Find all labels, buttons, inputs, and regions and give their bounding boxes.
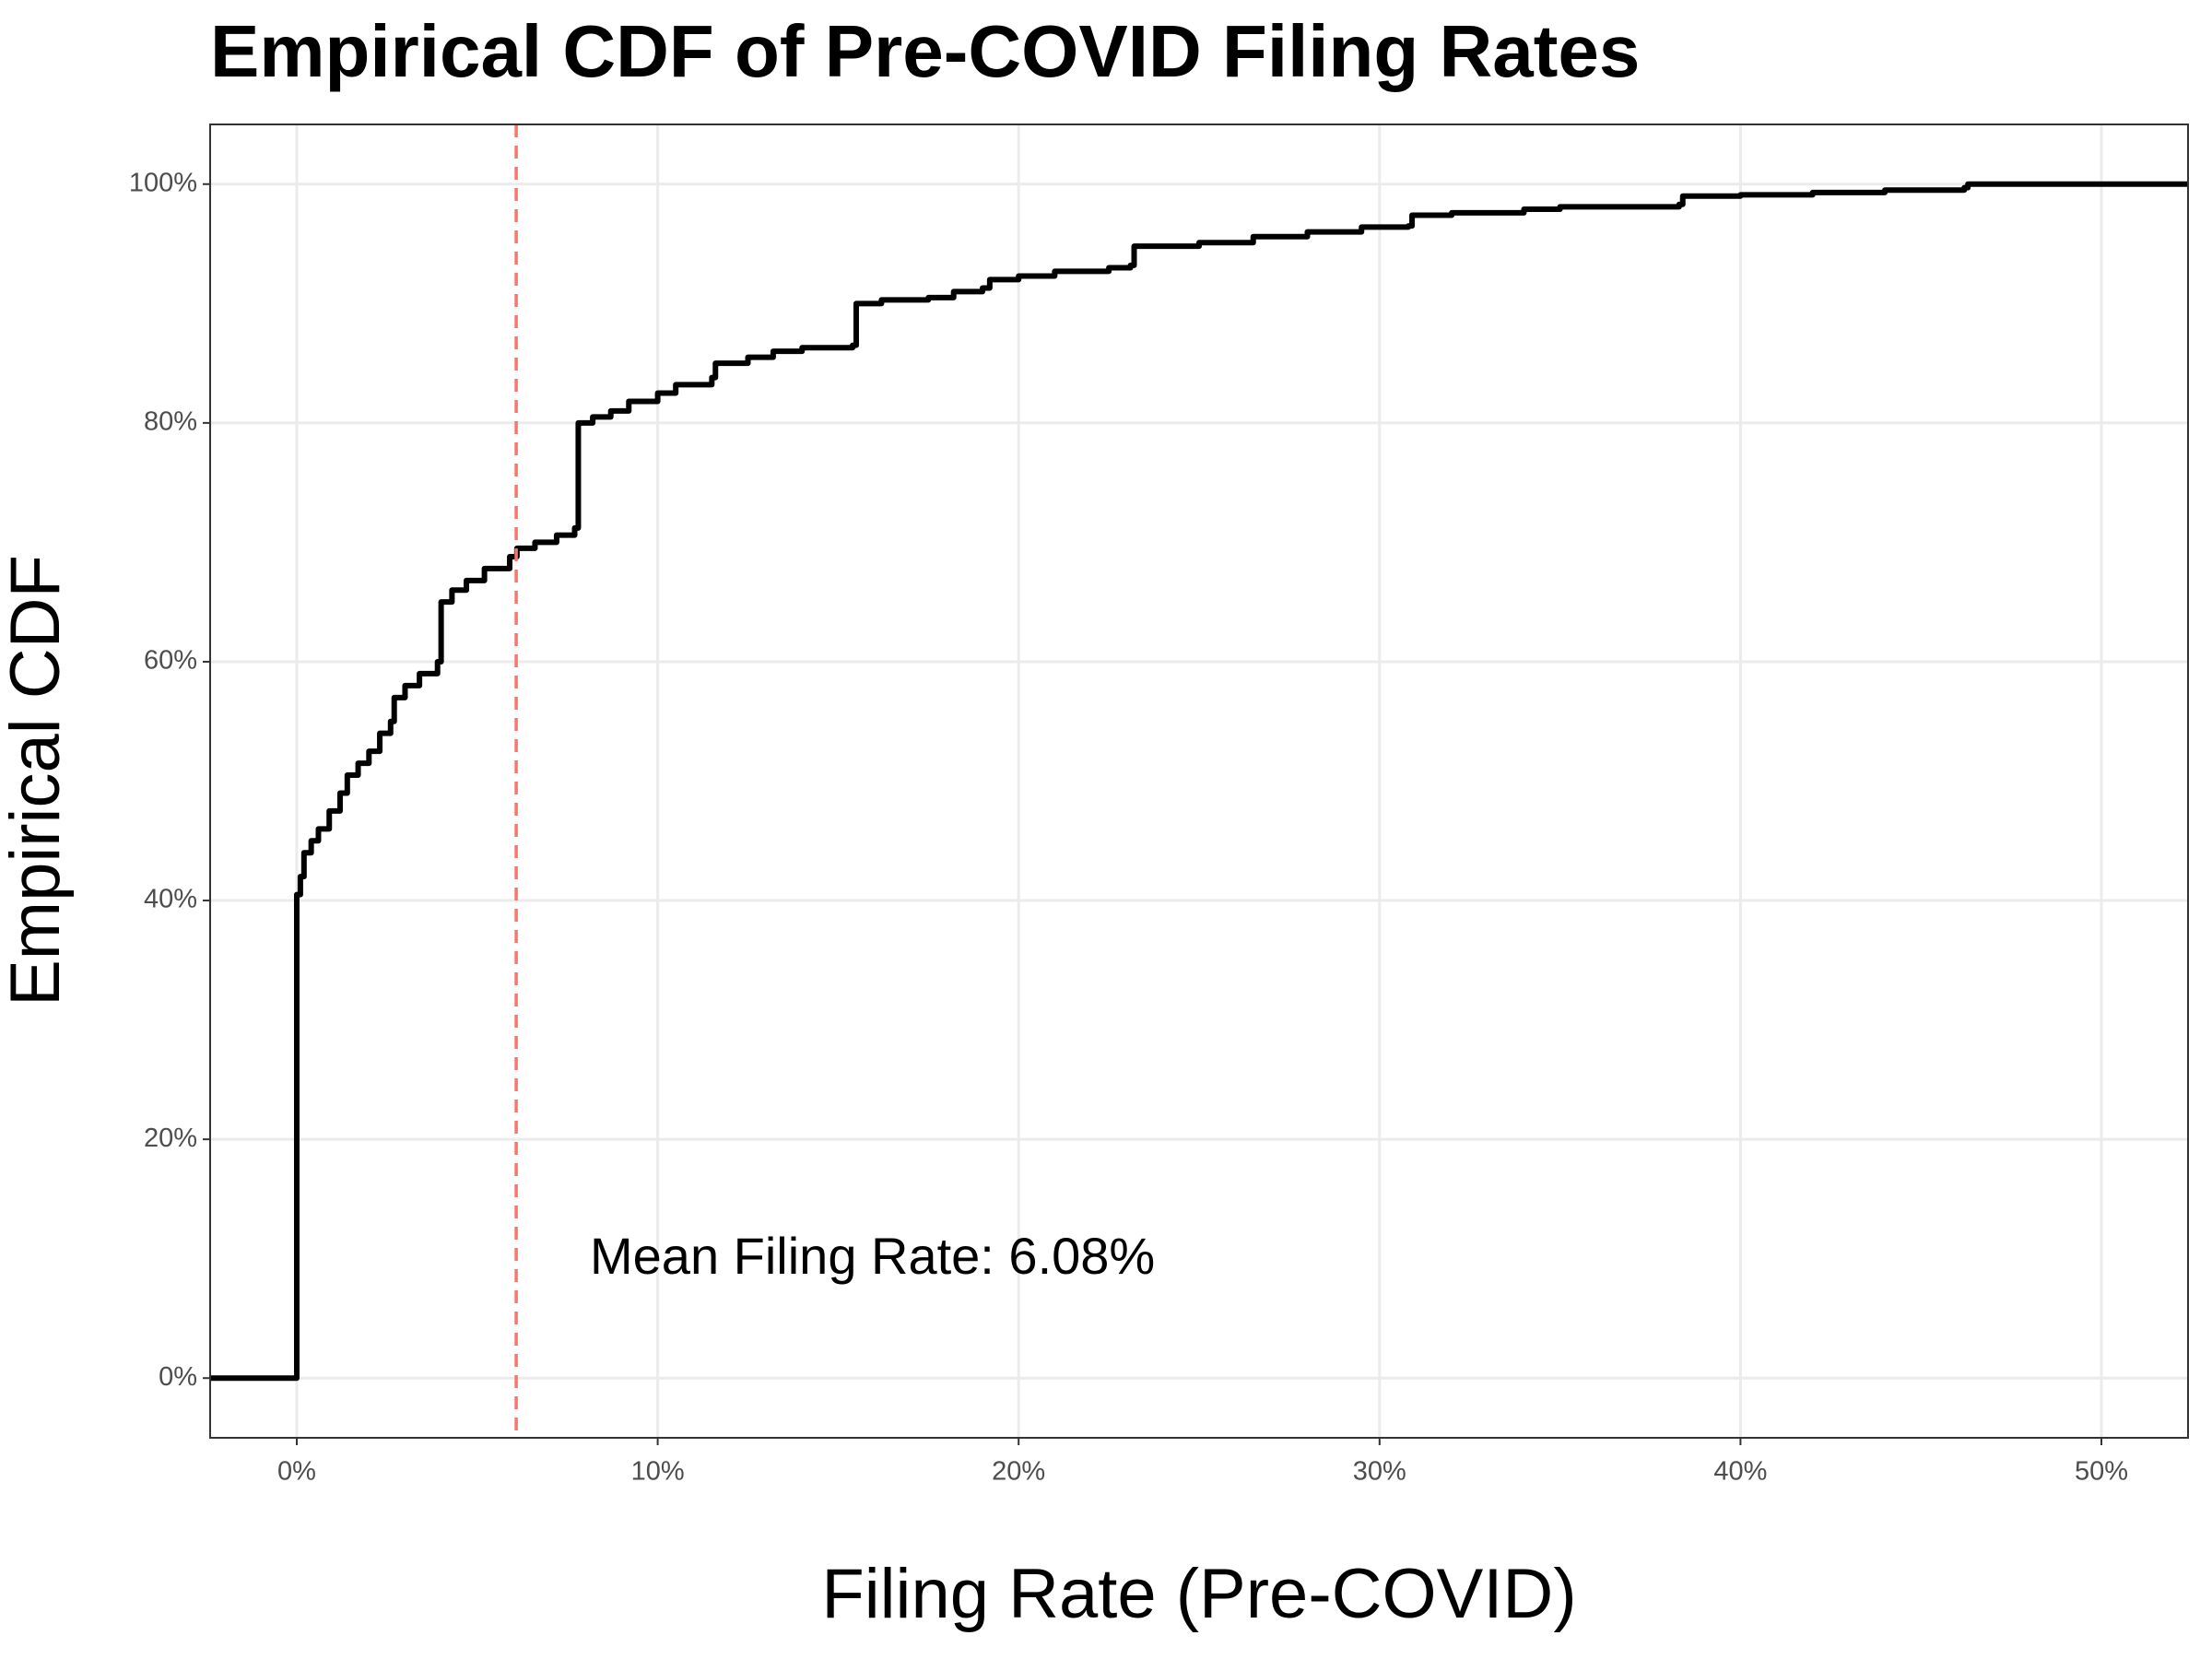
x-tick-label: 50% bbox=[2075, 1457, 2128, 1487]
x-tick-label: 30% bbox=[1353, 1457, 1406, 1487]
y-axis-title: Empirical CDF bbox=[0, 555, 75, 1006]
x-tick-label: 0% bbox=[277, 1457, 316, 1487]
ecdf-line bbox=[210, 181, 2188, 1382]
y-tick-label: 20% bbox=[144, 1124, 197, 1153]
y-tick-label: 40% bbox=[144, 885, 197, 914]
x-tick-label: 20% bbox=[992, 1457, 1045, 1487]
y-tick-label: 100% bbox=[129, 168, 197, 197]
y-tick-label: 60% bbox=[144, 646, 197, 676]
y-tick-label: 0% bbox=[159, 1362, 197, 1392]
chart-title: Empirical CDF of Pre-COVID Filing Rates bbox=[210, 10, 1640, 92]
plot-border bbox=[209, 124, 2189, 1439]
x-tick-label: 40% bbox=[1713, 1457, 1767, 1487]
x-axis-title: Filing Rate (Pre-COVID) bbox=[821, 1555, 1576, 1633]
annotation: Mean Filing Rate: 6.08% bbox=[590, 1227, 1155, 1285]
y-tick-label: 80% bbox=[144, 407, 197, 437]
x-tick-label: 10% bbox=[631, 1457, 685, 1487]
